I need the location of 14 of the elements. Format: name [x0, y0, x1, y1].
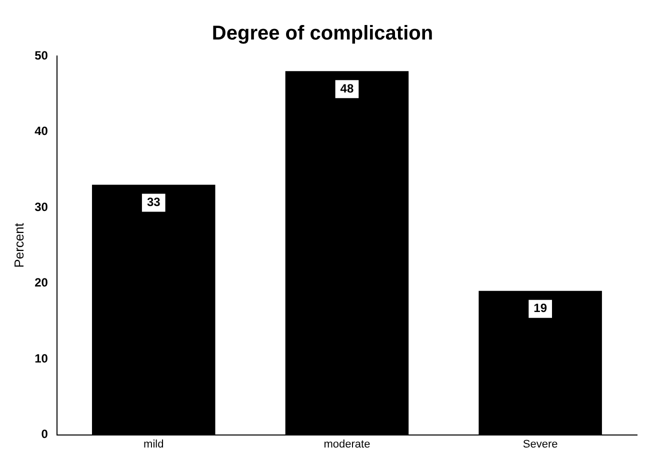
y-tick-label: 50 [34, 48, 48, 62]
chart-title: Degree of complication [212, 22, 434, 45]
data-label: 19 [534, 301, 548, 316]
data-label: 48 [340, 81, 354, 96]
y-tick-label: 30 [34, 200, 48, 214]
x-tick-label: moderate [324, 438, 370, 450]
y-axis-title: Percent [11, 222, 26, 268]
y-tick-label: 10 [34, 351, 48, 366]
y-tick-label: 20 [34, 276, 48, 290]
x-tick-label: Severe [522, 438, 558, 450]
y-tick-label: 0 [41, 427, 48, 442]
y-tick-label: 40 [34, 124, 48, 138]
x-tick-label: mild [144, 438, 164, 450]
data-label: 33 [146, 195, 161, 210]
